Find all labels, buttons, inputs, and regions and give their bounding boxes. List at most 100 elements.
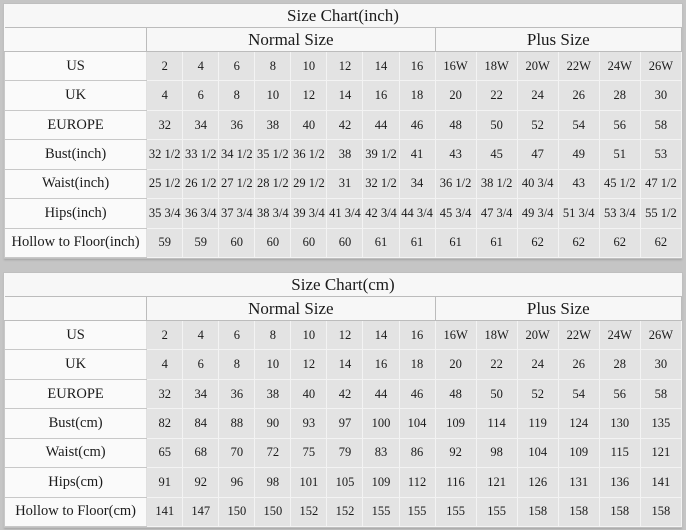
- size-cell: 121: [475, 467, 518, 498]
- size-cell: 38 1/2: [475, 168, 518, 200]
- corner-cell: [4, 296, 148, 321]
- size-cell: 58: [639, 109, 683, 141]
- size-cell: 44: [362, 109, 400, 141]
- size-cell: 52: [516, 109, 559, 141]
- size-cell: 34: [182, 109, 220, 141]
- size-cell: 141: [146, 496, 184, 528]
- table-row: Hips(cm) 91 92 96 98 101 105 109 112 116 121 126 131…: [3, 467, 683, 498]
- size-cell: 4: [182, 50, 220, 82]
- size-cell: 56: [598, 109, 641, 141]
- row-label: EUROPE: [3, 378, 148, 410]
- size-cell: 98: [475, 437, 518, 469]
- size-cell: 56: [598, 378, 641, 410]
- size-cell: 4: [146, 349, 184, 380]
- size-cell: 36: [218, 378, 256, 410]
- table-row: Bust(cm) 82 84 88 90 93 97 100 104 109 114 119 124 13…: [3, 408, 683, 439]
- size-cell: 8: [254, 319, 292, 351]
- size-cell: 39 1/2: [362, 139, 400, 170]
- size-cell: 20: [434, 349, 477, 380]
- size-cell: 16W: [434, 319, 477, 351]
- size-cell: 24W: [598, 319, 641, 351]
- size-cell: 68: [182, 437, 220, 469]
- size-cell: 62: [557, 227, 600, 259]
- size-cell: 33 1/2: [182, 139, 220, 170]
- size-cell: 34 1/2: [218, 139, 256, 170]
- size-cell: 115: [598, 437, 641, 469]
- size-cell: 109: [434, 408, 477, 439]
- size-cell: 104: [516, 437, 559, 469]
- size-cell: 22W: [557, 50, 600, 82]
- size-cell: 20: [434, 80, 477, 111]
- table-row: UK 4 6 8 10 12 14 16 18 20 22 24 26 28 30: [3, 80, 683, 111]
- size-cell: 26W: [639, 319, 683, 351]
- size-cell: 61: [475, 227, 518, 259]
- size-cell: 52: [516, 378, 559, 410]
- size-cell: 124: [557, 408, 600, 439]
- table-row: Waist(cm) 65 68 70 72 75 79 83 86 92 98 104 109 115 12…: [3, 437, 683, 469]
- size-cell: 38: [254, 109, 292, 141]
- size-cell: 155: [434, 496, 477, 528]
- size-cell: 93: [290, 408, 328, 439]
- size-cell: 98: [254, 467, 292, 498]
- size-cell: 45 3/4: [434, 198, 477, 229]
- column-group-normal-size: Normal Size: [146, 296, 436, 321]
- size-cell: 4: [182, 319, 220, 351]
- size-cell: 86: [398, 437, 436, 469]
- size-cell: 24W: [598, 50, 641, 82]
- size-cell: 147: [182, 496, 220, 528]
- table-gap: [4, 258, 682, 273]
- row-label: Hollow to Floor(inch): [3, 227, 148, 259]
- size-cell: 36 3/4: [182, 198, 220, 229]
- size-cell: 30: [639, 349, 683, 380]
- table-row: EUROPE 32 34 36 38 40 42 44 46 48 50 52 54 56 58: [3, 378, 683, 410]
- size-cell: 22: [475, 349, 518, 380]
- size-cell: 54: [557, 378, 600, 410]
- size-cell: 26W: [639, 50, 683, 82]
- size-cell: 72: [254, 437, 292, 469]
- size-cell: 82: [146, 408, 184, 439]
- size-cell: 92: [434, 437, 477, 469]
- size-cell: 47 3/4: [475, 198, 518, 229]
- size-cell: 43: [434, 139, 477, 170]
- size-cell: 152: [326, 496, 364, 528]
- size-cell: 2: [146, 319, 184, 351]
- size-cell: 130: [598, 408, 641, 439]
- size-cell: 61: [434, 227, 477, 259]
- size-cell: 38: [254, 378, 292, 410]
- size-cell: 25 1/2: [146, 168, 184, 200]
- size-cell: 48: [434, 109, 477, 141]
- size-cell: 70: [218, 437, 256, 469]
- size-cell: 42: [326, 378, 364, 410]
- row-label: Hips(inch): [3, 198, 148, 229]
- size-cell: 27 1/2: [218, 168, 256, 200]
- size-cell: 75: [290, 437, 328, 469]
- size-cell: 119: [516, 408, 559, 439]
- size-cell: 6: [182, 80, 220, 111]
- table-row: Hollow to Floor(cm) 141 147 150 150 152 152 155…: [3, 496, 683, 528]
- table-row: US 2 4 6 8 10 12 14 16 16W 18W 20W 22W 24W 26W: [3, 50, 683, 82]
- size-cell: 150: [218, 496, 256, 528]
- size-cell: 39 3/4: [290, 198, 328, 229]
- size-cell: 101: [290, 467, 328, 498]
- size-chart-inch-table: Size Chart(inch) Normal Size Plus Size US 2 4…: [3, 4, 683, 259]
- size-cell: 35 3/4: [146, 198, 184, 229]
- size-cell: 84: [182, 408, 220, 439]
- column-group-row: Normal Size Plus Size: [4, 296, 683, 321]
- size-cell: 121: [639, 437, 683, 469]
- size-cell: 20W: [516, 319, 559, 351]
- column-group-plus-size: Plus Size: [434, 296, 683, 321]
- size-cell: 116: [434, 467, 477, 498]
- row-label: EUROPE: [3, 109, 148, 141]
- size-cell: 65: [146, 437, 184, 469]
- size-cell: 47: [516, 139, 559, 170]
- size-cell: 97: [326, 408, 364, 439]
- size-cell: 34: [182, 378, 220, 410]
- size-cell: 40 3/4: [516, 168, 559, 200]
- size-cell: 14: [362, 50, 400, 82]
- size-cell: 40: [290, 378, 328, 410]
- size-cell: 60: [218, 227, 256, 259]
- column-group-normal-size: Normal Size: [146, 27, 436, 52]
- table-row: EUROPE 32 34 36 38 40 42 44 46 48 50 52 54 56 58: [3, 109, 683, 141]
- size-cell: 88: [218, 408, 256, 439]
